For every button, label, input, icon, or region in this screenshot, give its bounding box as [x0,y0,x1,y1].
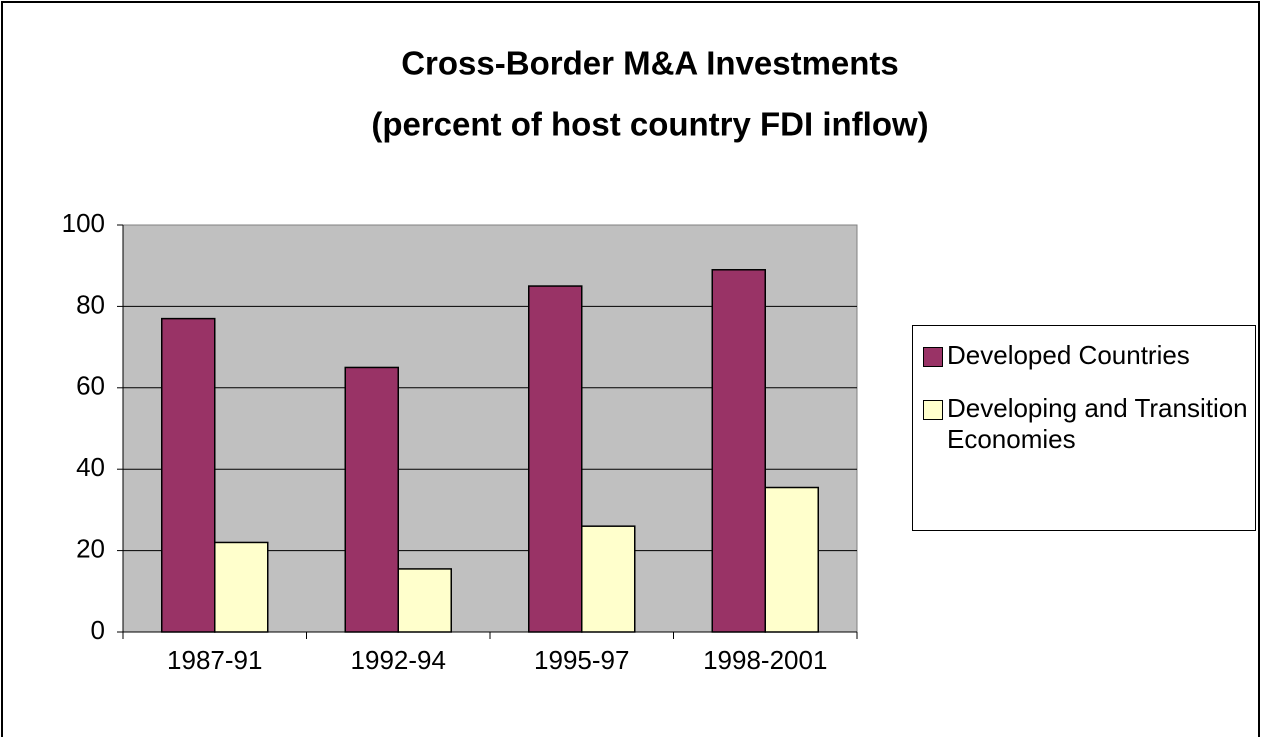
legend-label: Developing and Transition Economies [947,393,1248,454]
y-tick-label: 20 [76,533,105,563]
chart-title: Cross-Border M&A Investments [401,45,899,82]
bar [344,366,399,633]
legend: Developed Countries Developing and Transi… [912,325,1256,531]
legend-label: Developed Countries [947,340,1190,370]
bar [764,486,819,633]
legend-swatch [923,347,943,367]
x-tick-label: 1987-91 [167,645,262,675]
x-tick-label: 1998-2001 [703,645,827,675]
legend-entry: Developed Countries [923,340,1255,371]
bar [397,568,452,633]
legend-swatch [923,400,943,420]
chart-subtitle: (percent of host country FDI inflow) [371,106,928,143]
y-tick-label: 0 [91,615,105,645]
x-tick-label: 1995-97 [534,645,629,675]
y-tick-label: 60 [76,371,105,401]
x-tick-label: 1992-94 [351,645,446,675]
bar [528,285,583,633]
legend-entry: Developing and Transition Economies [923,393,1255,455]
y-tick-label: 40 [76,452,105,482]
bar [581,525,636,633]
bar [214,541,269,633]
bar [161,317,216,633]
bar [711,269,766,633]
y-tick-label: 80 [76,289,105,319]
y-tick-label: 100 [62,208,105,238]
